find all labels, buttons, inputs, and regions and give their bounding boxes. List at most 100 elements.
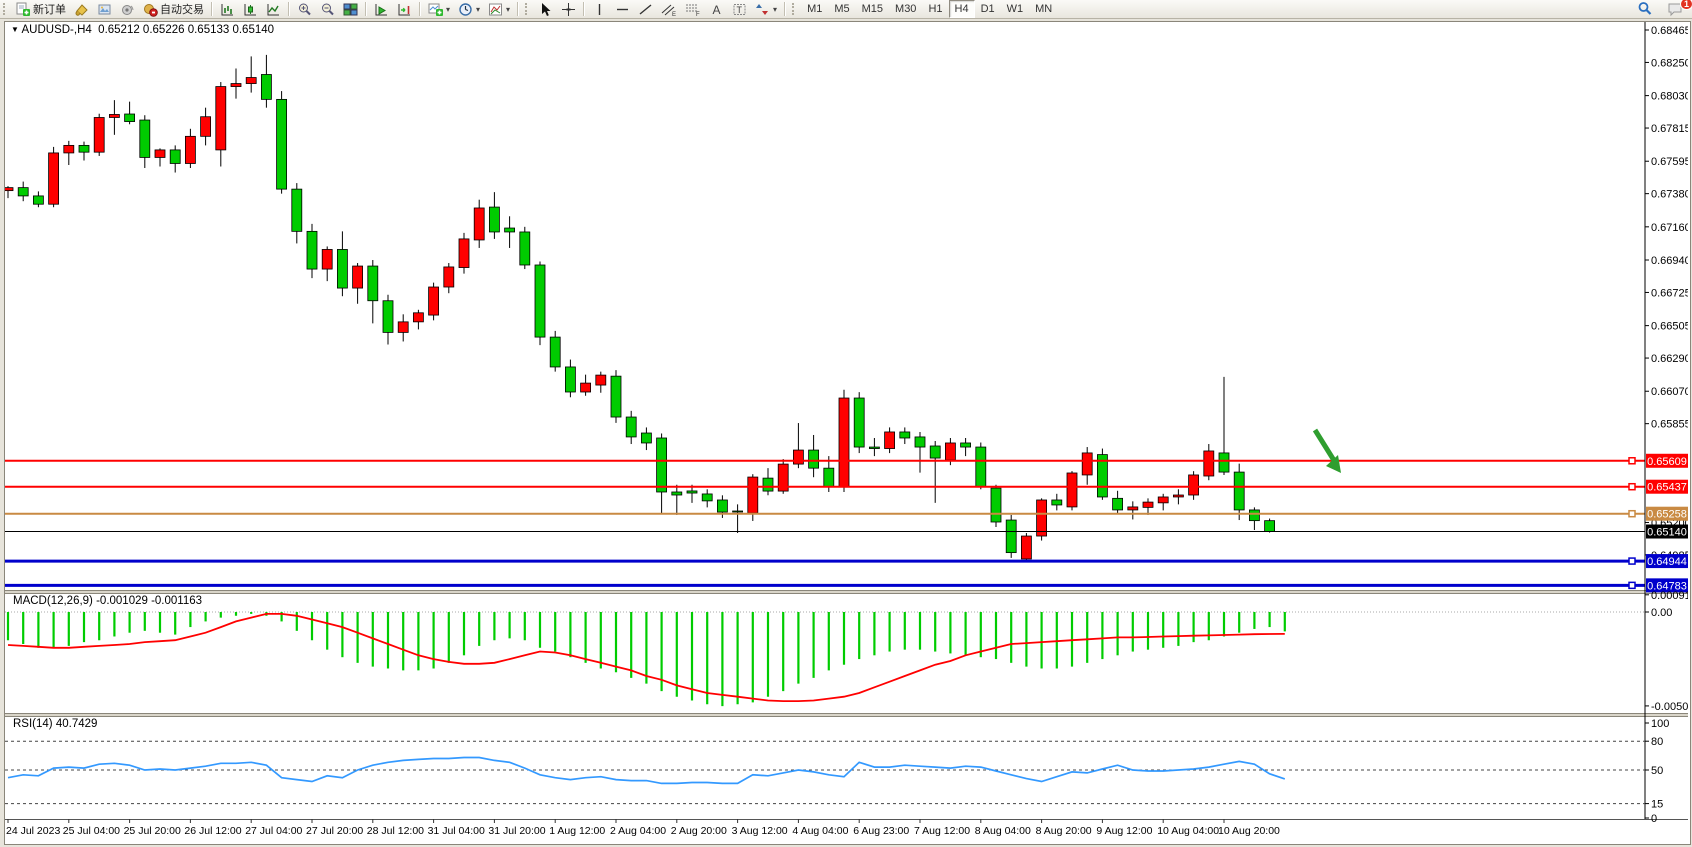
candle	[1233, 471, 1245, 511]
toolbar-drag-handle[interactable]	[525, 3, 531, 15]
macd-axis-tick: 0.000913	[1651, 590, 1688, 602]
line-chart-button[interactable]	[262, 0, 285, 18]
text-tool-button[interactable]: A	[705, 0, 728, 18]
candle	[63, 144, 75, 154]
candle	[184, 135, 196, 164]
search-icon	[1637, 1, 1653, 17]
chart-canvas[interactable]: 0.68465 0.68250 0.68030 0.67815 0.67595 0.673…	[5, 22, 1688, 842]
price-label-box	[1646, 578, 1688, 593]
candle	[1173, 494, 1184, 498]
time-axis-label: 24 Jul 2023	[6, 825, 60, 837]
timeframe-button-mn[interactable]: MN	[1035, 3, 1053, 15]
candle	[625, 416, 637, 438]
add-indicator-button[interactable]: ▾	[424, 0, 454, 18]
candle	[17, 187, 29, 197]
trendline-icon	[638, 2, 653, 17]
fibonacci-tool-button[interactable]: F	[681, 0, 705, 18]
candle	[1066, 472, 1078, 508]
candle	[1097, 454, 1108, 498]
price-axis-tick: 0.68030	[1651, 91, 1688, 103]
candlestick-chart-button[interactable]	[239, 0, 262, 18]
candle	[397, 321, 409, 333]
price-axis-tick: 0.66070	[1651, 386, 1688, 398]
candle	[48, 152, 59, 205]
cursor-tool-button[interactable]	[534, 0, 557, 18]
price-axis-tick: 0.66505	[1651, 321, 1688, 333]
toolbar-separator	[583, 2, 586, 16]
zoom-in-button[interactable]	[293, 0, 316, 18]
equidistant-channel-icon: E	[661, 2, 677, 17]
template-button[interactable]: ▾	[484, 0, 514, 18]
tile-windows-button[interactable]	[339, 0, 362, 18]
candle	[200, 116, 212, 137]
candle	[823, 467, 835, 488]
timeframe-button-d1[interactable]: D1	[980, 3, 995, 15]
macd-histogram	[6, 612, 1286, 707]
time-axis-label: 8 Aug 20:00	[1036, 825, 1092, 837]
toolbar-drag-handle[interactable]	[792, 3, 798, 15]
symbol-dropdown-icon[interactable]: ▼	[11, 25, 19, 34]
vertical-line-tool-button[interactable]	[588, 0, 611, 18]
time-axis-label: 2 Aug 20:00	[671, 825, 727, 837]
candlestick-chart-icon	[243, 2, 258, 17]
text-label-tool-button[interactable]: T	[728, 0, 751, 18]
rsi-line	[7, 756, 1286, 785]
timeframe-button-m15[interactable]: M15	[861, 3, 884, 15]
period-button[interactable]: ▾	[454, 0, 484, 18]
timeframe-button-m1[interactable]: M1	[807, 3, 823, 15]
candle	[139, 119, 151, 158]
bar-chart-button[interactable]	[216, 0, 239, 18]
fibonacci-icon: F	[685, 2, 701, 17]
candle	[549, 336, 561, 368]
dropdown-caret-icon: ▾	[476, 4, 481, 14]
candle	[321, 249, 333, 270]
styler-button[interactable]	[70, 0, 93, 18]
price-axis-tick: 0.68250	[1651, 57, 1688, 69]
toolbar-drag-handle[interactable]	[3, 3, 9, 15]
toolbar-separator	[419, 2, 421, 16]
time-axis-label: 3 Aug 12:00	[732, 825, 788, 837]
timeframe-button-h4[interactable]: H4	[948, 0, 975, 18]
arrow-annotation[interactable]	[1312, 428, 1341, 473]
cursor-icon	[538, 2, 553, 17]
level-lines-layer[interactable]	[5, 457, 1645, 590]
auto-scroll-button[interactable]	[370, 0, 393, 18]
trendline-tool-button[interactable]	[634, 0, 657, 18]
timeframe-button-m30[interactable]: M30	[895, 3, 917, 15]
price-label-box	[1646, 524, 1688, 539]
candle	[1112, 497, 1123, 511]
chart-window[interactable]: ▼ AUDUSD-,H4 0.65212 0.65226 0.65133 0.6…	[4, 21, 1691, 845]
crosshair-tool-button[interactable]	[557, 0, 580, 18]
search-button[interactable]	[1633, 0, 1657, 18]
notifications-button[interactable]: 1	[1663, 0, 1692, 18]
equidistant-channel-tool-button[interactable]: E	[657, 0, 681, 18]
sound-button[interactable]	[116, 0, 139, 18]
timeframe-button-h1[interactable]: H1	[928, 3, 943, 15]
screenshot-button[interactable]	[93, 0, 116, 18]
time-axis-label: 1 Aug 12:00	[549, 825, 605, 837]
candle	[1127, 506, 1139, 511]
paint-bucket-icon	[74, 2, 89, 17]
screenshot-icon	[97, 2, 112, 17]
candle	[291, 188, 303, 232]
new-order-button[interactable]: 新订单	[12, 0, 70, 18]
candle	[656, 437, 667, 493]
time-axis-label: 25 Jul 04:00	[63, 825, 120, 837]
zoom-out-button[interactable]	[316, 0, 339, 18]
timeframe-button-w1[interactable]: W1	[1006, 3, 1024, 15]
candle	[124, 113, 135, 122]
timeframe-button-m5[interactable]: M5	[834, 3, 850, 15]
chart-symbol-period: AUDUSD-,H4	[21, 24, 92, 36]
autotrading-button[interactable]: 自动交易	[139, 0, 208, 18]
candle	[428, 286, 440, 316]
time-axis-label: 10 Aug 20:00	[1218, 825, 1280, 837]
rsi-axis-tick: 0	[1651, 813, 1657, 825]
horizontal-line-tool-button[interactable]	[611, 0, 634, 18]
arrows-tool-icon	[755, 2, 770, 17]
rsi-indicator-label: RSI(14) 40.7429	[13, 718, 98, 730]
arrows-tool-button[interactable]: ▾	[751, 0, 781, 18]
candle	[458, 238, 470, 268]
price-axis-tick: 0.66725	[1651, 287, 1688, 299]
time-axis-label: 28 Jul 12:00	[367, 825, 424, 837]
chart-shift-button[interactable]	[393, 0, 416, 18]
